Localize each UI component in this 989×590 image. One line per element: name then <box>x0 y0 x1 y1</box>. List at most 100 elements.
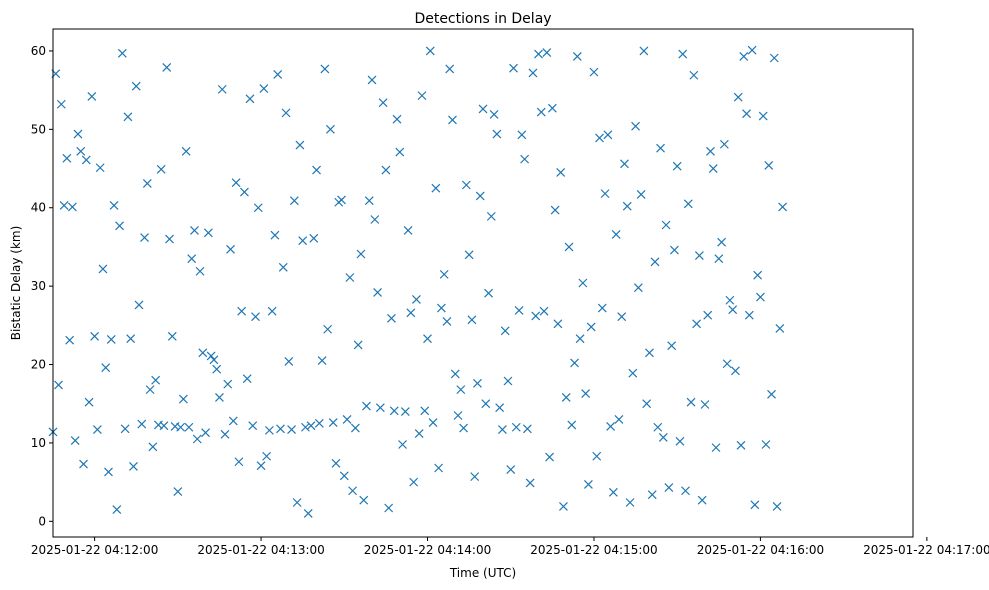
detection-point <box>378 98 388 108</box>
detection-point <box>672 161 682 171</box>
detection-point <box>201 428 211 438</box>
detection-point <box>223 379 233 389</box>
detection-point <box>550 205 560 215</box>
detection-point <box>417 91 427 101</box>
detection-point <box>278 262 288 272</box>
detection-point <box>325 124 335 134</box>
detection-point <box>392 114 402 124</box>
detection-point <box>631 121 641 131</box>
detection-point <box>697 495 707 505</box>
detection-point <box>73 129 83 139</box>
detection-point <box>381 165 391 175</box>
detection-point <box>126 334 136 344</box>
detection-point <box>323 324 333 334</box>
detection-point <box>495 403 505 413</box>
detection-point <box>356 249 366 259</box>
detection-point <box>165 234 174 244</box>
detection-point <box>317 356 327 366</box>
detection-point <box>492 129 502 139</box>
detection-point <box>650 257 660 267</box>
detection-point <box>719 139 729 149</box>
detection-point <box>295 140 305 150</box>
detection-point <box>622 201 632 211</box>
detection-point <box>359 495 369 505</box>
detection-point <box>267 306 277 316</box>
detection-point <box>717 237 727 247</box>
detection-point <box>209 355 219 365</box>
detection-point <box>572 52 582 61</box>
detection-point <box>253 203 263 213</box>
detection-point <box>423 334 432 344</box>
detection-point <box>284 356 294 366</box>
detection-point <box>769 53 779 63</box>
detection-point <box>486 211 496 221</box>
detection-point <box>387 313 396 323</box>
detection-point <box>755 292 765 302</box>
detection-point <box>245 94 255 104</box>
data-points <box>48 45 788 518</box>
detection-point <box>420 406 430 416</box>
detection-point <box>747 45 757 55</box>
detection-point <box>348 486 358 496</box>
detection-point <box>625 498 635 507</box>
detection-point <box>162 62 172 72</box>
detection-point <box>117 48 127 58</box>
detection-point <box>639 46 649 56</box>
detection-point <box>583 480 593 489</box>
detection-point <box>56 99 66 109</box>
detection-point <box>104 467 113 477</box>
detection-point <box>595 133 604 143</box>
detection-point <box>473 378 482 388</box>
detection-point <box>364 196 374 206</box>
detection-point <box>123 112 133 122</box>
detection-point <box>414 429 424 438</box>
detection-point <box>617 312 627 322</box>
detection-point <box>215 393 224 402</box>
chart-title: Detections in Delay <box>414 11 551 27</box>
detection-point <box>362 401 371 411</box>
detection-point <box>664 483 674 493</box>
detection-point <box>292 498 302 507</box>
detection-point <box>198 348 208 358</box>
detection-point <box>350 423 360 433</box>
x-tick-label: 2025-01-22 04:12:00 <box>31 543 158 557</box>
detection-point <box>298 236 308 246</box>
detection-point <box>251 312 260 322</box>
detection-point <box>431 183 441 193</box>
detection-point <box>395 147 405 157</box>
detection-point <box>406 308 416 318</box>
detection-point <box>87 91 97 101</box>
detection-point <box>592 451 602 461</box>
detection-point <box>67 202 77 212</box>
y-tick-label: 50 <box>31 122 46 136</box>
y-tick-label: 40 <box>31 201 46 215</box>
plot-frame <box>52 28 914 538</box>
detection-point <box>461 180 471 190</box>
detection-point <box>137 419 147 429</box>
detection-point <box>281 108 291 118</box>
detection-point <box>772 502 782 511</box>
detection-point <box>142 179 152 188</box>
detection-point <box>95 163 105 173</box>
detection-point <box>459 423 469 433</box>
detection-point <box>98 264 108 274</box>
detection-point <box>675 436 685 446</box>
detection-point <box>428 418 438 427</box>
detection-point <box>262 451 272 461</box>
detection-point <box>400 407 410 416</box>
detection-point <box>736 440 746 450</box>
detection-point <box>606 422 616 431</box>
detection-point <box>647 490 657 500</box>
detection-point <box>434 463 444 473</box>
detection-point <box>220 429 230 439</box>
detection-point <box>686 397 696 407</box>
detection-point <box>331 458 341 468</box>
detection-point <box>642 399 652 409</box>
detection-point <box>761 440 771 449</box>
detection-point <box>475 191 485 201</box>
detection-point <box>448 115 457 125</box>
detection-point <box>375 403 385 413</box>
detection-point <box>264 425 274 435</box>
detection-point <box>714 254 724 264</box>
